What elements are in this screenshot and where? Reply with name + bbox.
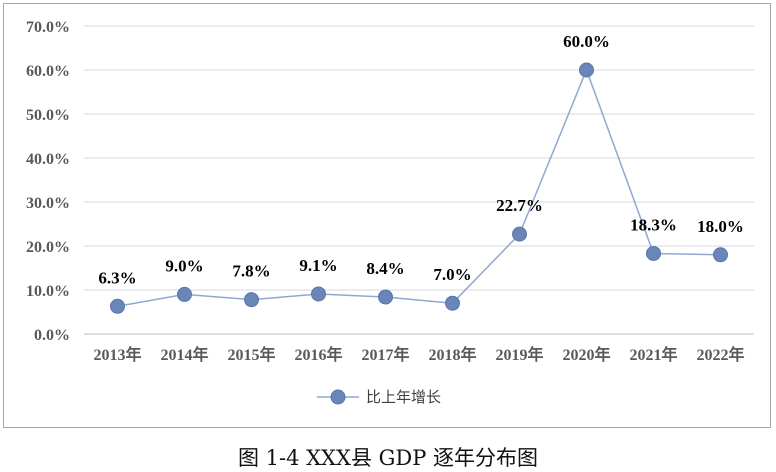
- y-tick-label: 30.0%: [26, 195, 70, 212]
- chart-frame: 0.0% 10.0% 20.0% 30.0% 40.0% 50.0% 60.0% 70.0% …: [3, 3, 771, 428]
- data-point: [445, 295, 460, 311]
- data-point: [244, 292, 259, 308]
- y-axis-ticks: 0.0% 10.0% 20.0% 30.0% 40.0% 50.0% 60.0% 70.0%: [26, 19, 70, 344]
- x-axis-ticks: 2013年 2014年 2015年 2016年 2017年 2018年 2019年 2020年…: [93, 345, 744, 364]
- y-tick-label: 40.0%: [26, 151, 70, 168]
- x-tick-label: 2013年: [93, 345, 141, 364]
- y-tick-label: 50.0%: [26, 107, 70, 124]
- data-point: [110, 298, 125, 314]
- x-tick-label: 2014年: [160, 345, 208, 364]
- data-point: [579, 62, 594, 78]
- data-label: 7.8%: [232, 262, 270, 281]
- data-label: 6.3%: [98, 268, 136, 287]
- y-tick-label: 20.0%: [26, 239, 70, 256]
- y-tick-label: 10.0%: [26, 283, 70, 300]
- x-tick-label: 2020年: [562, 345, 610, 364]
- data-label: 22.7%: [496, 196, 543, 215]
- series-markers: [110, 62, 728, 314]
- x-tick-label: 2019年: [495, 345, 543, 364]
- data-label: 9.0%: [165, 256, 203, 275]
- data-label: 7.0%: [433, 265, 471, 284]
- legend: 比上年增长: [317, 388, 441, 406]
- data-point: [512, 226, 527, 242]
- line-chart: 0.0%10.0%20.0%30.0%40.0%50.0%60.0%70.0% …: [26, 19, 754, 406]
- data-label: 18.0%: [697, 217, 744, 236]
- x-tick-label: 2022年: [696, 345, 744, 364]
- data-labels: 6.3% 9.0% 7.8% 9.1% 8.4% 7.0% 22.7% 60.0% 18.3% 1…: [98, 32, 744, 287]
- data-label: 9.1%: [299, 256, 337, 275]
- data-label: 60.0%: [563, 32, 610, 51]
- data-label: 18.3%: [630, 215, 677, 234]
- x-tick-label: 2017年: [361, 345, 409, 364]
- series-line: [117, 67, 721, 308]
- legend-marker: [330, 389, 346, 405]
- data-label: 8.4%: [366, 259, 404, 278]
- y-tick-label: 70.0%: [26, 19, 70, 36]
- legend-label: 比上年增长: [366, 388, 441, 406]
- x-tick-label: 2016年: [294, 345, 342, 364]
- figure-caption: 图 1-4 XXX县 GDP 逐年分布图: [237, 446, 539, 470]
- data-point: [646, 245, 661, 261]
- data-point: [311, 286, 326, 302]
- x-tick-label: 2021年: [629, 345, 677, 364]
- data-point: [378, 289, 393, 305]
- y-tick-label: 60.0%: [26, 63, 70, 80]
- x-tick-label: 2018年: [428, 345, 476, 364]
- data-point: [713, 247, 728, 263]
- series-line-layer: [117, 67, 721, 308]
- x-tick-label: 2015年: [227, 345, 275, 364]
- y-tick-label: 0.0%: [34, 327, 70, 344]
- data-point: [177, 286, 192, 302]
- gridlines: [84, 25, 754, 335]
